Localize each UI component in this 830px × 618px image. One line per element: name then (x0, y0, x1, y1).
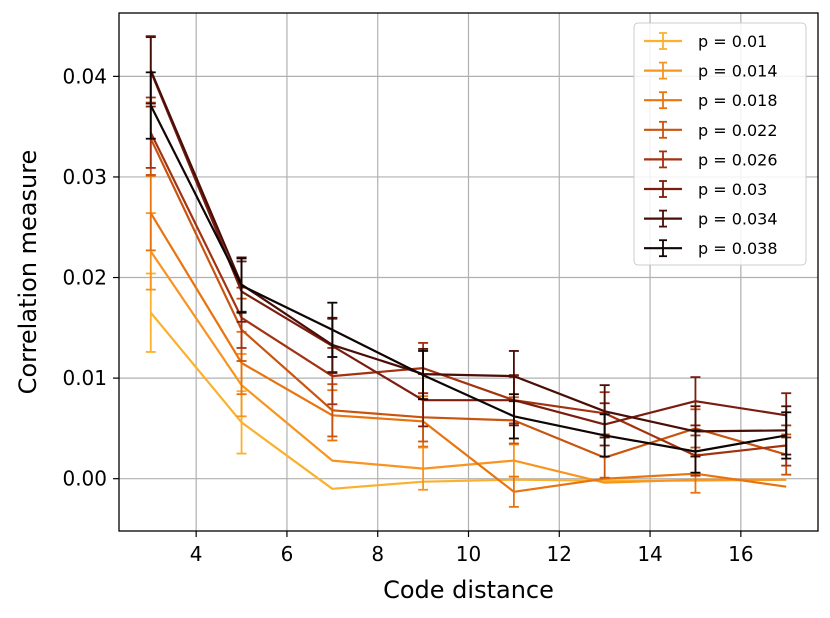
legend-label: p = 0.034 (698, 210, 778, 229)
legend-item: p = 0.026 (644, 150, 778, 169)
legend-label: p = 0.026 (698, 150, 778, 169)
error-bar (418, 350, 429, 401)
x-tick-label: 4 (190, 542, 203, 566)
y-tick-label: 0.03 (62, 165, 107, 189)
series-layer (145, 35, 792, 508)
legend-item: p = 0.034 (644, 210, 778, 229)
legend-item: p = 0.03 (644, 180, 767, 199)
error-bar (418, 446, 429, 491)
error-bar (781, 411, 792, 460)
error-bar (508, 393, 519, 440)
y-axis-label: Correlation measure (14, 150, 42, 395)
series-8 (145, 71, 792, 474)
x-axis-label: Code distance (383, 576, 554, 604)
error-bar (508, 475, 519, 508)
error-bar (236, 257, 247, 314)
legend-item: p = 0.038 (644, 239, 778, 258)
legend-label: p = 0.014 (698, 62, 778, 81)
x-tick-label: 10 (456, 542, 481, 566)
legend-label: p = 0.022 (698, 121, 778, 140)
series-line (149, 69, 787, 433)
x-tick-label: 12 (547, 542, 572, 566)
error-bar (690, 429, 701, 474)
x-tick-label: 8 (371, 542, 384, 566)
legend-label: p = 0.018 (698, 91, 778, 110)
error-bar (327, 301, 338, 358)
ticks: 4 6 8 10 12 14 16 0.00 0.01 0.02 0.03 0.04 (62, 64, 753, 566)
legend-box (633, 22, 807, 266)
y-tick-label: 0.01 (62, 366, 107, 390)
y-tick-label: 0.04 (62, 64, 107, 88)
legend: p = 0.01 p = 0.014 p = 0.018 p = 0.022 p = 0… (633, 22, 807, 266)
error-bar (145, 71, 156, 140)
series-line (149, 250, 787, 484)
error-bar (145, 175, 156, 252)
legend-label: p = 0.03 (698, 180, 767, 199)
x-tick-label: 14 (637, 542, 662, 566)
error-bar (599, 413, 610, 458)
series-line (149, 138, 787, 459)
series-3 (145, 175, 787, 508)
x-tick-label: 16 (728, 542, 753, 566)
y-tick-label: 0.00 (62, 467, 107, 491)
legend-label: p = 0.038 (698, 239, 778, 258)
y-tick-label: 0.02 (62, 266, 107, 290)
series-line (149, 105, 787, 453)
legend-item: p = 0.01 (644, 32, 767, 51)
legend-item: p = 0.018 (644, 91, 778, 110)
series-line (149, 70, 787, 426)
x-tick-label: 6 (281, 542, 294, 566)
legend-label: p = 0.01 (698, 32, 767, 51)
series-line (149, 212, 787, 493)
legend-item: p = 0.014 (644, 62, 778, 81)
legend-item: p = 0.022 (644, 121, 778, 140)
